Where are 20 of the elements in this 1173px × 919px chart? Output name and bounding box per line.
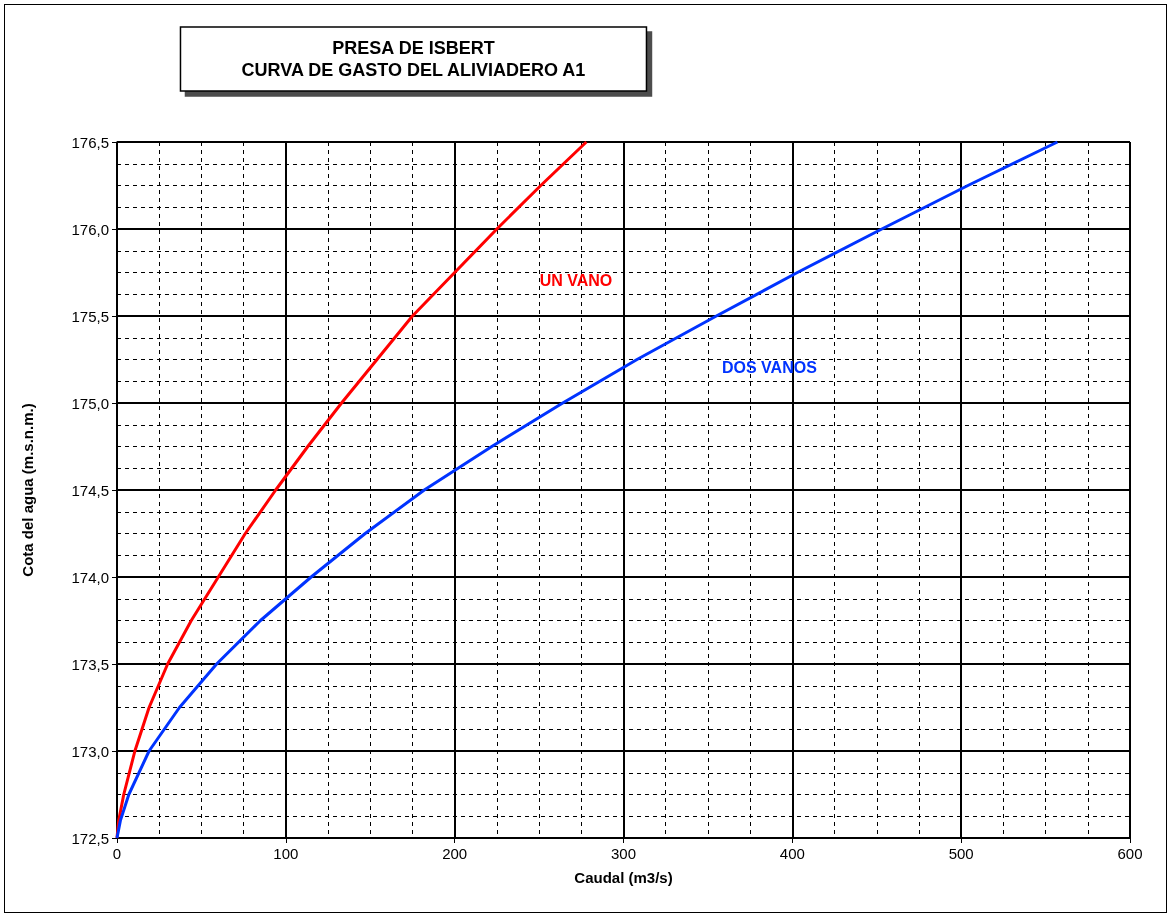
x-tick-label: 200 <box>442 845 468 862</box>
x-tick-label: 400 <box>779 845 805 862</box>
x-tick-label: 600 <box>1117 845 1143 862</box>
y-tick-label: 175,0 <box>71 394 109 412</box>
y-tick-label: 173,5 <box>71 655 109 673</box>
y-tick-label: 174,5 <box>71 481 109 499</box>
y-tick-label: 176,0 <box>71 220 109 238</box>
y-axis-title: Cota del agua (m.s.n.m.) <box>19 403 36 577</box>
y-tick-label: 173,0 <box>71 742 109 760</box>
y-tick-label: 172,5 <box>71 829 109 847</box>
chart-title: PRESA DE ISBERT CURVA DE GASTO DEL ALIVIADERO A1 <box>241 38 586 80</box>
text: UN VANO <box>539 272 613 289</box>
y-tick-label: 176,5 <box>71 133 109 151</box>
y-tick-label: 174,0 <box>71 568 109 586</box>
y-tick-label: 175,5 <box>71 307 109 325</box>
x-tick-label: 300 <box>610 845 637 862</box>
x-tick-label: 0 <box>112 845 122 862</box>
x-tick-label: 500 <box>948 845 974 862</box>
x-axis-title: Caudal (m3/s) <box>574 869 673 886</box>
x-tick-label: 100 <box>273 845 299 862</box>
